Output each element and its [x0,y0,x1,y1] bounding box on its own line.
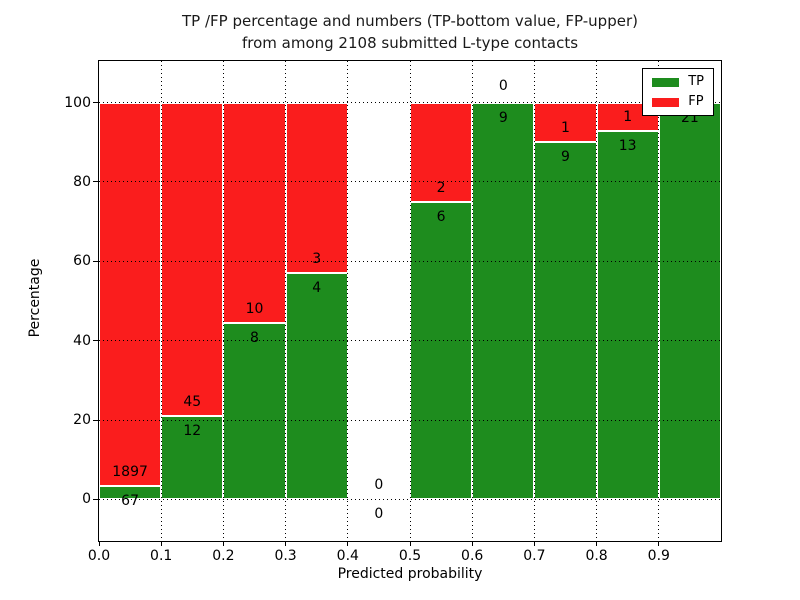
x-tick-mark [409,541,411,546]
x-gridline [160,61,162,541]
x-tick-label: 0.2 [212,548,235,564]
x-tick-mark [285,541,287,546]
bar-segment-tp [161,415,224,500]
x-tick-mark [596,541,598,546]
bar-count-fp: 2 [436,179,446,196]
bar-count-tp: 8 [250,330,259,347]
y-tick-mark [93,260,98,262]
chart-title: TP /FP percentage and numbers (TP-bottom… [98,10,722,54]
x-tick-mark [533,541,535,546]
bar-count-tp: 13 [618,137,637,154]
bar-segment-tp [285,272,348,500]
x-gridline [596,61,598,541]
y-tick-label: 20 [73,412,91,428]
bar-segment-tp [658,102,721,500]
legend-label-tp: TP [688,74,704,89]
x-gridline [658,61,660,541]
bar-count-fp: 10 [245,301,264,318]
bar-count-tp: 6 [436,208,446,225]
bar-count-tp: 12 [183,422,202,439]
chart-title-line-1: TP /FP percentage and numbers (TP-bottom… [182,12,638,30]
y-gridline [99,181,721,183]
x-tick-mark [347,541,349,546]
x-tick-label: 0.3 [274,548,297,564]
bar-segment-tp [534,142,597,500]
x-tick-mark [160,541,162,546]
x-tick-label: 0.5 [398,548,422,564]
y-tick-mark [93,181,98,183]
x-tick-label: 0.7 [523,548,546,564]
legend: TP FP [642,68,714,116]
y-gridline [99,260,721,262]
y-tick-label: 80 [73,173,91,190]
bar-count-tp: 67 [121,492,139,509]
bar-count-fp: 3 [312,250,322,267]
x-tick-label: 0.0 [87,548,111,564]
chart-title-line-2: from among 2108 submitted L-type contact… [241,34,579,52]
y-gridline [99,102,721,104]
y-tick-mark [93,419,98,421]
legend-label-fp: FP [688,94,704,109]
bar-segment-tp [472,102,535,500]
tp-color-swatch [652,77,680,87]
bar-count-tp: 4 [312,279,322,296]
x-gridline [533,61,535,541]
y-gridline [99,340,721,342]
y-tick-label: 100 [64,94,91,111]
bar-count-fp: 1 [561,120,570,137]
bar-segment-tp [223,323,286,500]
bar-count-tp: 9 [498,109,508,126]
bar-count-fp: 1897 [112,463,148,480]
x-tick-label: 0.9 [647,548,670,564]
y-tick-label: 60 [73,253,91,270]
bar-count-fp: 45 [183,393,202,410]
legend-entry-tp: TP [652,75,704,89]
bar-segment-tp [596,130,659,500]
x-gridline [347,61,349,541]
y-tick-mark [93,498,98,500]
x-tick-mark [98,541,100,546]
x-gridline [409,61,411,541]
x-axis-label: Predicted probability [337,566,483,582]
x-tick-label: 0.6 [461,548,484,564]
x-tick-mark [222,541,224,546]
bar-segment-tp [410,201,473,500]
bar-count-tp: 9 [561,149,570,166]
y-gridline [99,498,721,500]
bar-segment-fp [285,102,348,273]
x-tick-mark [471,541,473,546]
y-tick-mark [93,340,98,342]
bar-segment-fp [534,102,597,143]
x-tick-label: 0.8 [585,548,608,564]
bar-segment-fp [161,102,224,416]
bar-count-fp: 0 [374,477,384,494]
legend-entry-fp: FP [652,95,704,109]
bar-count-fp: 0 [498,77,508,94]
y-gridline [99,419,721,421]
x-gridline [471,61,473,541]
bar-count-tp: 0 [374,506,384,523]
x-tick-label: 0.1 [150,548,173,564]
y-tick-label: 0 [82,491,91,508]
x-tick-label: 0.4 [336,548,359,564]
bar-segment-fp [410,102,473,202]
x-gridline [285,61,287,541]
bar-count-fp: 1 [623,108,633,125]
x-tick-mark [658,541,660,546]
fp-color-swatch [652,97,680,107]
bar-segment-fp [99,102,162,486]
y-tick-label: 40 [73,332,91,349]
y-tick-mark [93,102,98,104]
y-axis-label: Percentage [27,258,43,338]
plot-area: 0.0 0.1 0.2 0.3 0.4 0.5 0.6 0.7 0.8 0.9 0 20 40 60 80 1… [64,60,722,564]
bar-segment-fp [223,102,286,324]
x-gridline [222,61,224,541]
